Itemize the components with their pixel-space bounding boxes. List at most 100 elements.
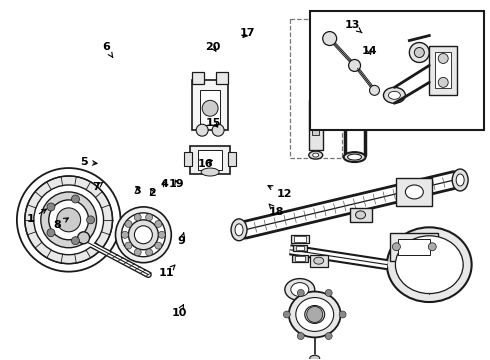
Ellipse shape: [310, 61, 322, 68]
Bar: [200, 90, 220, 125]
Circle shape: [348, 59, 361, 71]
Circle shape: [369, 85, 379, 95]
Ellipse shape: [343, 152, 366, 162]
Ellipse shape: [310, 73, 322, 80]
Circle shape: [134, 226, 152, 244]
Bar: [396, 178, 432, 206]
Circle shape: [47, 203, 55, 211]
Bar: [296, 246, 304, 250]
Text: 15: 15: [206, 118, 221, 128]
Ellipse shape: [285, 279, 315, 301]
Circle shape: [122, 213, 165, 257]
Bar: [228, 152, 236, 166]
Circle shape: [196, 124, 208, 136]
Ellipse shape: [347, 154, 362, 160]
Ellipse shape: [310, 25, 322, 32]
Ellipse shape: [405, 185, 423, 199]
Ellipse shape: [387, 227, 471, 302]
Circle shape: [415, 48, 424, 58]
Circle shape: [125, 242, 132, 249]
Circle shape: [128, 220, 158, 250]
Text: 7: 7: [92, 182, 103, 192]
Circle shape: [339, 311, 346, 318]
Circle shape: [72, 195, 79, 203]
Text: 20: 20: [206, 42, 221, 52]
Text: 9: 9: [177, 233, 186, 246]
Circle shape: [428, 243, 436, 251]
Bar: [398, 239, 430, 255]
Bar: [310, 11, 484, 130]
Ellipse shape: [384, 87, 405, 103]
Circle shape: [125, 220, 132, 228]
Circle shape: [87, 216, 95, 224]
Ellipse shape: [313, 153, 318, 157]
Ellipse shape: [313, 75, 318, 78]
Circle shape: [25, 176, 113, 264]
Circle shape: [146, 249, 152, 256]
Ellipse shape: [313, 39, 318, 42]
Circle shape: [155, 242, 162, 249]
Ellipse shape: [356, 211, 366, 219]
Bar: [293, 245, 307, 251]
Circle shape: [325, 333, 332, 339]
Text: 3: 3: [134, 186, 142, 196]
Circle shape: [409, 42, 429, 62]
Bar: [290, 19, 342, 158]
Circle shape: [134, 249, 141, 256]
Bar: [198, 150, 222, 170]
Ellipse shape: [310, 49, 322, 56]
Ellipse shape: [313, 87, 318, 90]
Text: 13: 13: [344, 20, 362, 33]
Circle shape: [41, 192, 97, 248]
Bar: [295, 256, 305, 261]
Bar: [435, 53, 451, 88]
Ellipse shape: [389, 91, 400, 99]
Text: 17: 17: [240, 28, 255, 38]
Circle shape: [325, 289, 332, 296]
Text: 14: 14: [362, 46, 377, 56]
Circle shape: [297, 333, 304, 339]
Circle shape: [158, 231, 165, 238]
Circle shape: [438, 54, 448, 63]
Circle shape: [34, 185, 103, 255]
Bar: [292, 255, 308, 262]
Bar: [190, 146, 230, 174]
Bar: [310, 255, 328, 267]
Bar: [192, 80, 228, 130]
Ellipse shape: [452, 169, 468, 191]
Ellipse shape: [395, 236, 463, 293]
Text: 19: 19: [169, 179, 184, 189]
Text: 16: 16: [198, 159, 214, 169]
Circle shape: [307, 306, 323, 323]
Circle shape: [438, 77, 448, 87]
Bar: [322, 67, 358, 85]
Bar: [216, 72, 228, 84]
Ellipse shape: [310, 37, 322, 44]
Ellipse shape: [456, 174, 464, 186]
Bar: [391, 233, 438, 261]
Bar: [291, 235, 309, 243]
Text: 1: 1: [26, 209, 47, 224]
Text: 11: 11: [159, 265, 175, 278]
Ellipse shape: [296, 298, 334, 332]
Circle shape: [116, 207, 172, 263]
Bar: [429, 45, 457, 95]
Ellipse shape: [310, 85, 322, 92]
Circle shape: [49, 200, 89, 240]
Ellipse shape: [201, 168, 219, 176]
Ellipse shape: [309, 151, 323, 159]
Bar: [192, 72, 204, 84]
Text: 6: 6: [102, 42, 113, 58]
Circle shape: [47, 229, 55, 237]
Ellipse shape: [313, 27, 318, 30]
Ellipse shape: [231, 219, 247, 241]
Circle shape: [202, 100, 218, 116]
Ellipse shape: [313, 51, 318, 54]
Circle shape: [72, 237, 79, 245]
Bar: [349, 208, 371, 222]
Ellipse shape: [332, 72, 347, 82]
Ellipse shape: [313, 63, 318, 66]
Circle shape: [283, 311, 290, 318]
Circle shape: [146, 214, 152, 221]
Circle shape: [57, 208, 81, 232]
